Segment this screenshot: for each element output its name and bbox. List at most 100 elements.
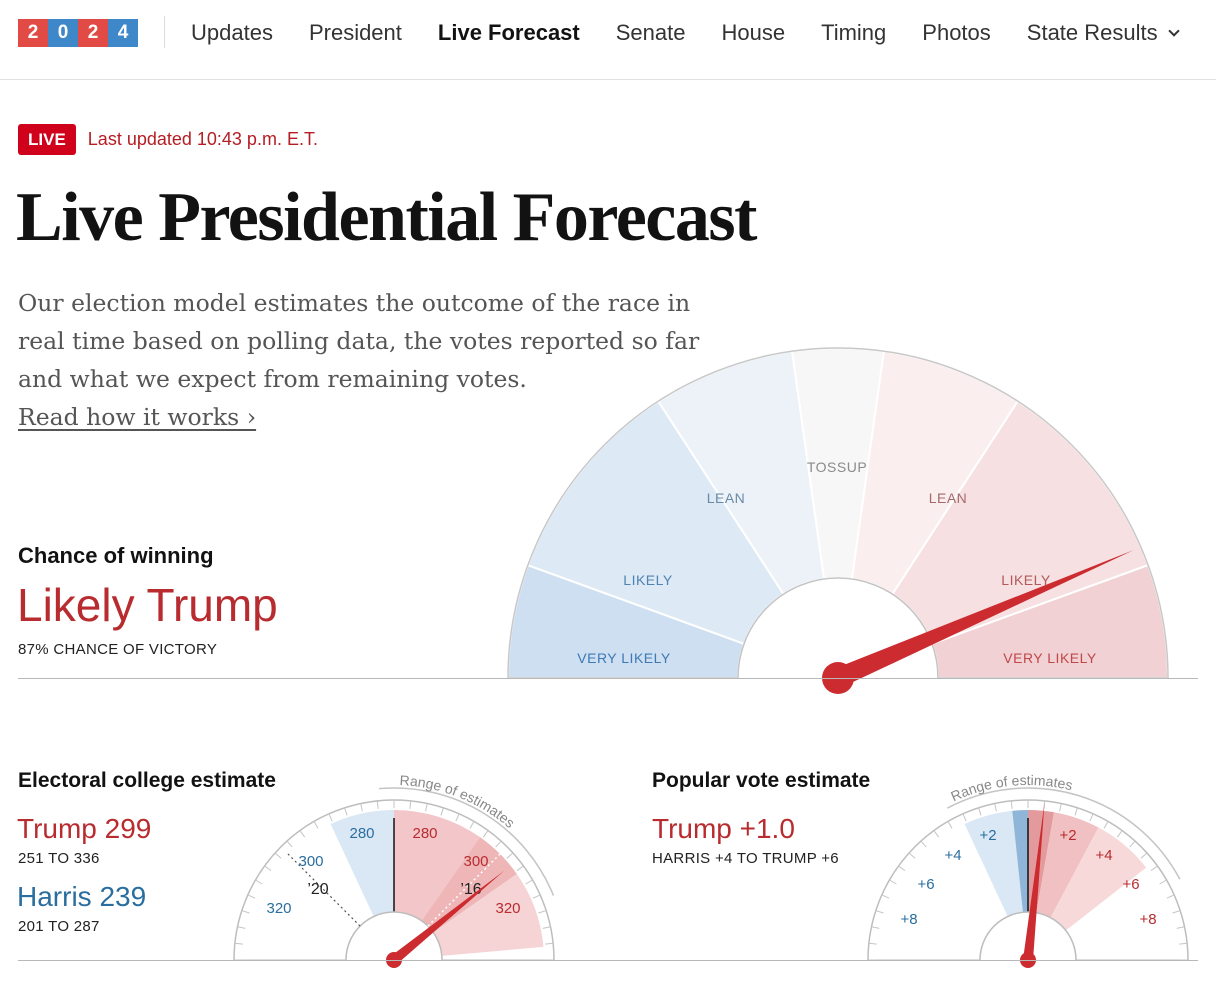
popular-heading: Popular vote estimate [652, 769, 871, 792]
red-tick-label: 300 [463, 853, 488, 870]
gauge-tick [933, 830, 940, 838]
gauge-tick [1010, 800, 1013, 809]
marker-2016-line [427, 853, 501, 927]
red-tick-label: +6 [1122, 876, 1139, 893]
blue-tick-label: +4 [944, 847, 961, 864]
gauge-segment-label: LEAN [707, 490, 746, 506]
needle [390, 870, 505, 964]
live-status: LIVE Last updated 10:43 p.m. E.T. [18, 124, 318, 155]
nav-item-timing[interactable]: Timing [821, 20, 887, 45]
gauge-tick [871, 926, 880, 929]
trump-electoral-range: 251 TO 336 [18, 850, 100, 867]
gauge-tick [247, 894, 256, 899]
gauge-tick [1159, 879, 1167, 885]
gauge-tick [516, 865, 524, 872]
nav-item-house[interactable]: House [721, 20, 786, 45]
gauge-range-wedge [1036, 812, 1099, 918]
blue-tick-label: 300 [298, 853, 323, 870]
intro-paragraph: Our election model estimates the outcome… [18, 284, 708, 436]
gauge-segment-label: TOSSUP [807, 459, 867, 475]
gauge-tick [1176, 926, 1185, 929]
gauge-tick [525, 879, 533, 885]
gauge-tick [889, 879, 897, 885]
red-tick-label: 320 [495, 900, 520, 917]
gauge-tick [360, 803, 363, 812]
gauge-tick [469, 821, 475, 829]
nav-item-state-results[interactable]: State Results [1009, 19, 1196, 46]
gauge-tick [1172, 910, 1181, 914]
gauge-tick [455, 813, 460, 822]
popular-range: HARRIS +4 TO TRUMP +6 [652, 850, 839, 867]
gauge-tick [1089, 813, 1094, 822]
red-tick-label: +8 [1139, 911, 1156, 928]
gauge-tick [241, 910, 250, 914]
gauge-tick [1059, 803, 1062, 812]
blue-tick-label: 280 [349, 825, 374, 842]
gauge-tick [255, 879, 263, 885]
nav-item-label: State Results [1026, 20, 1158, 45]
gauge-tick [881, 894, 890, 899]
gauge-tick [440, 807, 444, 816]
harris-electoral-value: Harris 239 [17, 881, 147, 912]
gauge-range-wedge [421, 837, 517, 933]
blue-tick-label: +8 [900, 911, 917, 928]
gauge-tick [1179, 942, 1188, 945]
gauge-tick [1140, 852, 1148, 859]
electoral-heading: Electoral college estimate [18, 769, 276, 792]
gauge-tick [234, 942, 243, 945]
gauge-segment-label: LIKELY [623, 572, 673, 588]
logo-digit: 0 [48, 19, 78, 47]
gauge-tick [947, 821, 953, 829]
divider [18, 678, 1198, 679]
chance-subtext: 87% CHANCE OF VICTORY [18, 641, 218, 658]
gauge-tick [1074, 807, 1078, 816]
gauge-segment-label: LIKELY [1001, 572, 1051, 588]
gauge-tick [299, 830, 306, 838]
harris-electoral-range: 201 TO 287 [18, 918, 100, 935]
gauge-inner-hub [345, 911, 443, 961]
logo-digit: 2 [78, 19, 108, 47]
blue-tick-label: +2 [979, 827, 996, 844]
gauge-tick [274, 852, 282, 859]
range-band [378, 787, 555, 896]
nav-item-photos[interactable]: Photos [922, 20, 991, 45]
logo-2024[interactable]: 2 0 2 4 [18, 19, 138, 47]
gauge-tick [328, 813, 333, 822]
gauge-tick [920, 840, 927, 848]
needle [834, 550, 1134, 688]
read-how-it-works-link[interactable]: Read how it works › [18, 403, 257, 431]
nav-item-senate[interactable]: Senate [615, 20, 686, 45]
gauge-range-wedge [433, 873, 544, 956]
chance-heading: Chance of winning [18, 543, 214, 568]
logo-digit: 2 [18, 19, 48, 47]
chance-value: Likely Trump [17, 579, 278, 631]
gauge-tick [506, 852, 514, 859]
marker-2020-line [287, 853, 361, 927]
gauge-tick [538, 910, 547, 914]
gauge-range-wedge [1012, 810, 1028, 913]
gauge-tick [344, 807, 348, 816]
needle [1023, 802, 1045, 961]
live-badge: LIVE [18, 124, 76, 155]
nav-item-updates[interactable]: Updates [191, 20, 273, 45]
top-nav: 2 0 2 4 Updates President Live Forecast … [0, 0, 1216, 80]
gauge-tick [482, 830, 489, 838]
gauge-tick [994, 803, 997, 812]
gauge-tick [376, 800, 379, 809]
nav-item-president[interactable]: President [308, 20, 402, 45]
gauge-range-wedge [964, 809, 1028, 917]
gauge-tick [962, 813, 967, 822]
gauge-outline [507, 347, 1169, 679]
nav-item-live-forecast[interactable]: Live Forecast [437, 20, 580, 45]
gauge-tick [898, 865, 906, 872]
gauge-segment-label: VERY LIKELY [1003, 650, 1097, 666]
gauge-tick [908, 852, 916, 859]
marker-2020-label: ’20 [307, 881, 328, 898]
gauge-tick [532, 894, 541, 899]
gauge-range-wedge [394, 810, 481, 921]
gauge-tick [542, 926, 551, 929]
nav-divider [164, 16, 165, 48]
